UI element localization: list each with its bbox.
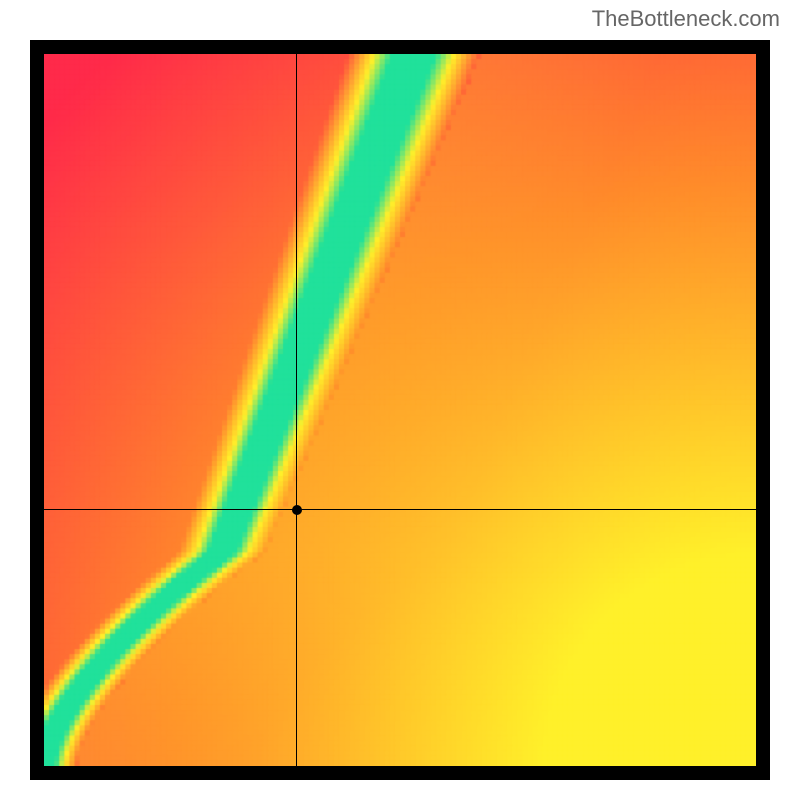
heatmap-canvas [44,54,756,766]
crosshair-vertical [296,54,297,766]
crosshair-horizontal [44,509,756,510]
watermark-text: TheBottleneck.com [592,6,780,32]
crosshair-point [292,505,302,515]
chart-container: TheBottleneck.com [0,0,800,800]
